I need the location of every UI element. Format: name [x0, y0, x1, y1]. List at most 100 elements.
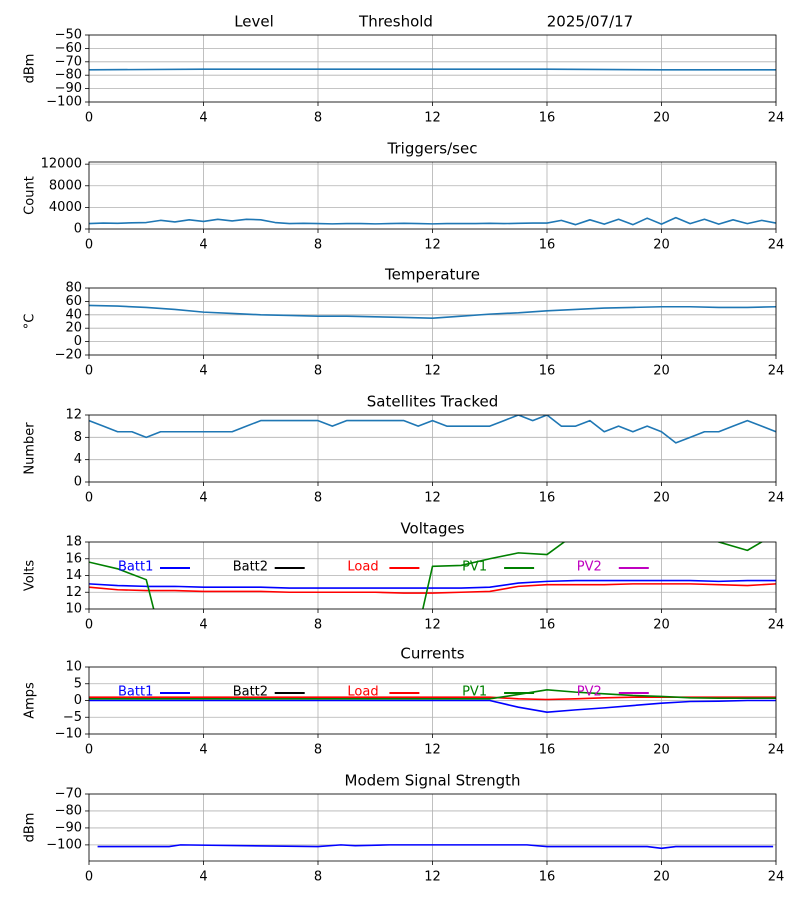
x-tick-label: 4 [199, 870, 207, 885]
x-tick-label: 24 [768, 618, 785, 633]
data-line [89, 583, 776, 594]
y-axis-label: Number [23, 422, 38, 475]
x-tick-label: 4 [199, 491, 207, 506]
x-tick-label: 16 [539, 111, 556, 126]
x-tick-label: 12 [424, 743, 441, 758]
y-tick-label: 4000 [49, 200, 82, 215]
y-tick-label: 0 [74, 334, 82, 349]
y-tick-label: 12 [65, 408, 82, 423]
x-tick-label: 20 [653, 743, 670, 758]
y-axis-label: °C [23, 314, 38, 330]
legend: Batt1 Batt2 Load PV1 PV2 [118, 560, 649, 575]
x-tick-label: 8 [314, 491, 322, 506]
legend-label: PV2 [577, 685, 602, 700]
x-tick-label: 16 [539, 743, 556, 758]
chart-title: Currents [400, 645, 464, 663]
plot-area [89, 688, 776, 714]
y-tick-label: 12 [65, 585, 82, 600]
y-tick-label: 10 [65, 660, 82, 675]
y-tick-label: 0 [74, 693, 82, 708]
chart-title: Modem Signal Strength [345, 772, 521, 790]
y-tick-label: −100 [46, 837, 82, 852]
legend-label: Batt2 [233, 685, 268, 700]
x-tick-label: 0 [85, 111, 93, 126]
y-tick-label: 60 [65, 294, 82, 309]
plot-frame [88, 541, 777, 610]
x-tick-label: 16 [539, 364, 556, 379]
x-tick-label: 8 [314, 743, 322, 758]
y-tick-label: 16 [65, 551, 82, 566]
plot-area [89, 415, 776, 444]
y-tick-label: 12000 [41, 157, 82, 172]
plot-frame [88, 161, 777, 230]
data-line [89, 415, 776, 444]
x-tick-label: 24 [768, 238, 785, 253]
data-line [89, 579, 776, 589]
x-tick-label: 20 [653, 491, 670, 506]
data-line [89, 542, 764, 609]
legend-label: PV2 [577, 560, 602, 575]
x-tick-label: 4 [199, 618, 207, 633]
y-axis-label: Amps [23, 682, 38, 719]
y-axis-label: Count [23, 176, 38, 215]
y-tick-label: 8 [74, 430, 82, 445]
plot-frame [88, 793, 777, 862]
plot-frame [88, 666, 777, 735]
plot-frame [88, 414, 777, 483]
legend-label: PV1 [462, 685, 487, 700]
y-tick-label: −90 [55, 81, 82, 96]
plot-area [89, 216, 776, 226]
x-tick-label: 20 [653, 364, 670, 379]
y-tick-label: 0 [74, 475, 82, 490]
legend-label: Batt2 [233, 560, 268, 575]
y-tick-label: −80 [55, 68, 82, 83]
x-tick-label: 24 [768, 870, 785, 885]
legend: Batt1 Batt2 Load PV1 PV2 [118, 685, 649, 700]
chart-title: Triggers/sec [387, 140, 478, 158]
x-tick-label: 8 [314, 364, 322, 379]
x-tick-label: 16 [539, 491, 556, 506]
plot-frame [88, 287, 777, 356]
data-line [97, 844, 774, 850]
y-tick-label: 4 [74, 452, 82, 467]
chart-title: 2025/07/17 [547, 13, 633, 31]
y-tick-label: 0 [74, 222, 82, 237]
plot-area [97, 844, 774, 850]
y-tick-label: −70 [55, 787, 82, 802]
x-tick-label: 0 [85, 238, 93, 253]
y-tick-label: 10 [65, 602, 82, 617]
y-axis-label: dBm [23, 54, 38, 84]
y-axis-label: Volts [23, 560, 38, 592]
x-tick-label: 20 [653, 238, 670, 253]
plot-area [89, 304, 776, 319]
x-tick-label: 20 [653, 618, 670, 633]
x-tick-label: 8 [314, 618, 322, 633]
y-tick-label: −80 [55, 803, 82, 818]
x-tick-label: 0 [85, 618, 93, 633]
y-tick-label: −10 [55, 727, 82, 742]
y-tick-label: 20 [65, 321, 82, 336]
data-line [89, 216, 776, 226]
y-tick-label: 18 [65, 535, 82, 550]
x-tick-label: 12 [424, 491, 441, 506]
x-tick-label: 20 [653, 111, 670, 126]
x-tick-label: 12 [424, 111, 441, 126]
x-tick-label: 12 [424, 364, 441, 379]
x-tick-label: 12 [424, 238, 441, 253]
x-tick-label: 8 [314, 111, 322, 126]
y-tick-label: 14 [65, 568, 82, 583]
legend-label: Batt1 [118, 560, 153, 575]
legend-label: Batt1 [118, 685, 153, 700]
data-line [89, 688, 776, 700]
x-tick-label: 4 [199, 364, 207, 379]
y-tick-label: −5 [63, 710, 82, 725]
x-tick-label: 24 [768, 364, 785, 379]
y-tick-label: 40 [65, 307, 82, 322]
x-tick-label: 16 [539, 870, 556, 885]
y-axis-label: dBm [23, 813, 38, 843]
data-line [89, 699, 776, 714]
legend-label: PV1 [462, 560, 487, 575]
plot-area [89, 542, 776, 609]
